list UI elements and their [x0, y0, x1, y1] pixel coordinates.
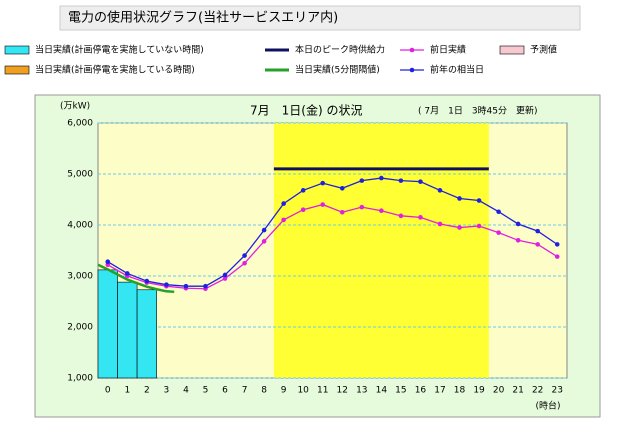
- point: [535, 242, 540, 247]
- y-tick-label: 5,000: [67, 170, 93, 180]
- point: [398, 178, 404, 183]
- point: [359, 204, 365, 210]
- point: [261, 239, 267, 244]
- point: [144, 278, 150, 284]
- series-line: [107, 177, 558, 287]
- point: [496, 230, 501, 235]
- x-tick-label: 20: [493, 386, 505, 396]
- point: [496, 209, 501, 215]
- title-bar: [59, 5, 581, 31]
- x-axis-label: (時台): [535, 400, 560, 412]
- point: [300, 207, 306, 212]
- x-tick-label: 15: [395, 386, 406, 396]
- highlight-band: [273, 123, 489, 378]
- point: [437, 188, 443, 193]
- point: [222, 272, 228, 278]
- legend-swatch: [4, 65, 30, 75]
- chart-subtitle: ( 7月 1日 3時45分 更新): [418, 105, 538, 117]
- point: [320, 180, 326, 186]
- point: [242, 260, 247, 266]
- point: [183, 283, 189, 289]
- legend-label: 当日実績(計画停電を実施していない時間): [35, 44, 204, 56]
- x-tick-label: 10: [297, 386, 309, 396]
- point: [125, 271, 130, 276]
- x-tick-label: 22: [532, 386, 543, 396]
- x-tick-label: 9: [281, 386, 287, 396]
- point: [515, 238, 521, 243]
- point: [105, 259, 111, 265]
- legend-label: 前年の相当日: [430, 64, 484, 76]
- chart-title: 7月 1日(金) の状況: [250, 103, 362, 118]
- y-tick-label: 6,000: [67, 119, 93, 129]
- legend-label: 当日実績(計画停電を実施している時間): [35, 64, 195, 76]
- x-tick-label: 16: [415, 386, 427, 396]
- x-tick-label: 5: [203, 386, 209, 396]
- point: [437, 221, 443, 227]
- legend-swatch: [499, 45, 525, 55]
- point: [261, 227, 267, 233]
- point: [339, 185, 345, 191]
- bar: [117, 281, 138, 379]
- legend-swatch: [4, 45, 30, 55]
- point: [554, 242, 560, 247]
- series-line: [107, 203, 558, 290]
- legend-swatch: [409, 67, 415, 73]
- x-tick-label: 21: [512, 386, 523, 396]
- x-tick-label: 3: [164, 386, 170, 396]
- y-tick-label: 4,000: [67, 221, 93, 231]
- x-tick-label: 1: [124, 386, 130, 396]
- x-tick-label: 0: [105, 386, 111, 396]
- x-tick-label: 18: [454, 386, 466, 396]
- point: [476, 198, 482, 203]
- bar: [136, 289, 157, 379]
- point: [359, 178, 365, 183]
- point: [203, 283, 208, 289]
- legend-label: 予測値: [530, 44, 557, 56]
- legend-swatch: [409, 47, 415, 53]
- x-tick-label: 23: [552, 386, 563, 396]
- point: [281, 201, 286, 206]
- point: [554, 254, 560, 259]
- point: [457, 196, 462, 201]
- point: [418, 215, 423, 220]
- point: [457, 225, 462, 230]
- point: [242, 253, 247, 258]
- y-tick-label: 2,000: [67, 323, 93, 333]
- point: [398, 213, 404, 219]
- x-tick-label: 13: [356, 386, 367, 396]
- point: [320, 202, 326, 207]
- x-tick-label: 8: [261, 386, 267, 396]
- legend-label: 本日のピーク時供給力: [295, 44, 385, 56]
- point: [222, 276, 228, 281]
- x-tick-label: 14: [376, 386, 388, 396]
- point: [476, 223, 482, 229]
- point: [515, 221, 521, 227]
- legend-label: 前日実績: [430, 44, 466, 56]
- y-tick-label: 1,000: [67, 374, 93, 384]
- point: [418, 179, 423, 184]
- x-tick-label: 4: [183, 386, 189, 396]
- point: [339, 209, 345, 215]
- x-tick-label: 7: [242, 386, 248, 396]
- x-tick-label: 12: [337, 386, 348, 396]
- series-line: [97, 263, 175, 294]
- x-tick-label: 6: [222, 386, 228, 396]
- bar: [97, 269, 118, 379]
- point: [379, 175, 384, 181]
- x-tick-label: 19: [473, 386, 485, 396]
- x-tick-label: 17: [434, 386, 445, 396]
- legend-label: 当日実績(5分間隔値): [295, 64, 380, 76]
- point: [535, 228, 540, 234]
- y-tick-label: 3,000: [67, 272, 93, 282]
- point: [164, 282, 169, 287]
- x-tick-label: 2: [144, 386, 150, 396]
- point: [281, 217, 286, 223]
- x-tick-label: 11: [317, 386, 328, 396]
- y-axis-label: (万kW): [60, 102, 90, 112]
- point: [379, 208, 384, 214]
- page-title: 電力の使用状況グラフ(当社サービスエリア内): [68, 10, 338, 26]
- point: [300, 188, 306, 193]
